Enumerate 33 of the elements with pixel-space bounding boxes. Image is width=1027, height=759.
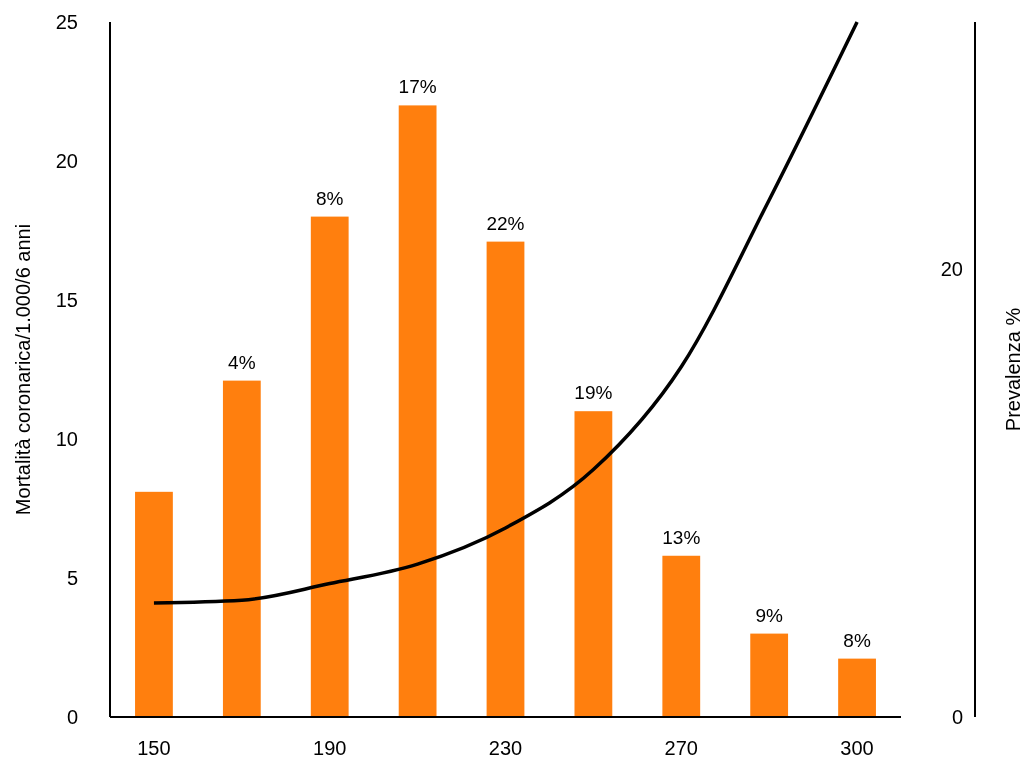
- annotation: 22%: [486, 212, 525, 234]
- x-tick-label: 190: [313, 737, 347, 759]
- bar: [838, 658, 876, 717]
- bar: [135, 491, 173, 717]
- bar: [310, 216, 349, 717]
- y2-axis-title: Prevalenza %: [1002, 307, 1024, 432]
- x-tick-label: 230: [488, 737, 523, 759]
- annotation: 8%: [843, 629, 871, 651]
- y-axis-title: Mortalità coronarica/1.000/6 anni: [12, 223, 34, 516]
- y-tick-label: 20: [55, 150, 78, 172]
- y-tick-label: 0: [66, 706, 78, 728]
- bar: [398, 105, 437, 717]
- y2-tick-label: 20: [940, 257, 963, 280]
- annotation: 9%: [755, 604, 783, 626]
- y-tick-label: 10: [55, 428, 78, 450]
- y-tick-label: 15: [55, 289, 78, 311]
- line-series: [152, 20, 859, 605]
- bar: [662, 555, 701, 717]
- bar: [574, 411, 613, 717]
- x-tick-label: 150: [137, 737, 171, 759]
- y-tick-label: 5: [66, 567, 78, 589]
- y-tick-label: 25: [55, 11, 78, 33]
- annotation: 13%: [662, 526, 701, 548]
- bar: [750, 633, 789, 717]
- y2-tick-label: 0: [951, 706, 963, 728]
- annotation: 8%: [315, 187, 344, 209]
- annotation: 19%: [574, 382, 613, 404]
- bar: [486, 241, 525, 717]
- x-tick-label: 300: [840, 737, 874, 759]
- annotation: 17%: [398, 76, 437, 98]
- annotation: 4%: [228, 351, 256, 373]
- x-tick-label: 270: [664, 737, 698, 759]
- bar: [222, 380, 261, 717]
